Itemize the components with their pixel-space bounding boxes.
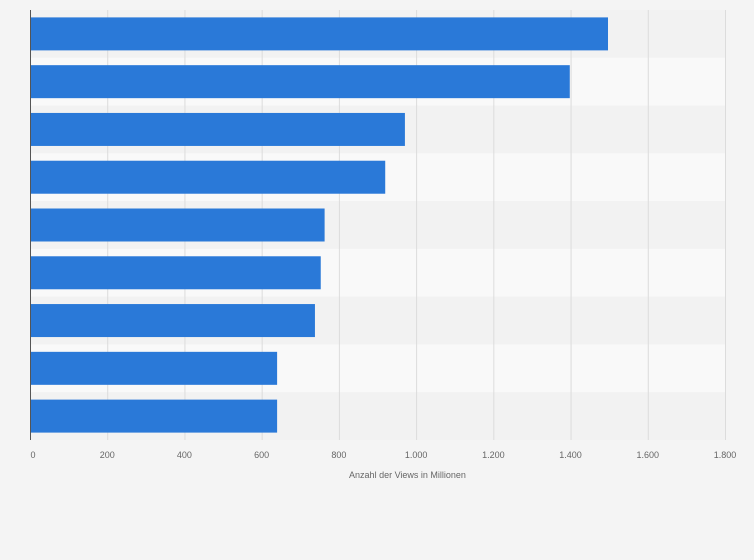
x-tick-label: 600 (254, 450, 269, 460)
x-tick-label: 1.600 (637, 450, 660, 460)
x-tick-label: 0 (30, 450, 35, 460)
x-tick-label: 1.800 (714, 450, 737, 460)
x-tick-label: 1.000 (405, 450, 428, 460)
x-axis-title: Anzahl der Views in Millionen (349, 470, 466, 480)
bar (30, 65, 570, 99)
x-tick-labels: 0 200 400 600 800 1.000 1.200 1.400 1.600 1.800 (30, 450, 736, 460)
bar (30, 399, 278, 433)
bar (30, 256, 321, 290)
bar (30, 112, 405, 146)
x-tick-label: 1.400 (559, 450, 582, 460)
bar (30, 160, 386, 194)
x-tick-label: 800 (331, 450, 346, 460)
bars (30, 17, 609, 433)
x-tick-label: 200 (100, 450, 115, 460)
x-tick-label: 400 (177, 450, 192, 460)
x-tick-label: 1.200 (482, 450, 505, 460)
bar (30, 351, 278, 385)
bar (30, 17, 609, 51)
bar (30, 304, 315, 338)
bar (30, 208, 325, 242)
